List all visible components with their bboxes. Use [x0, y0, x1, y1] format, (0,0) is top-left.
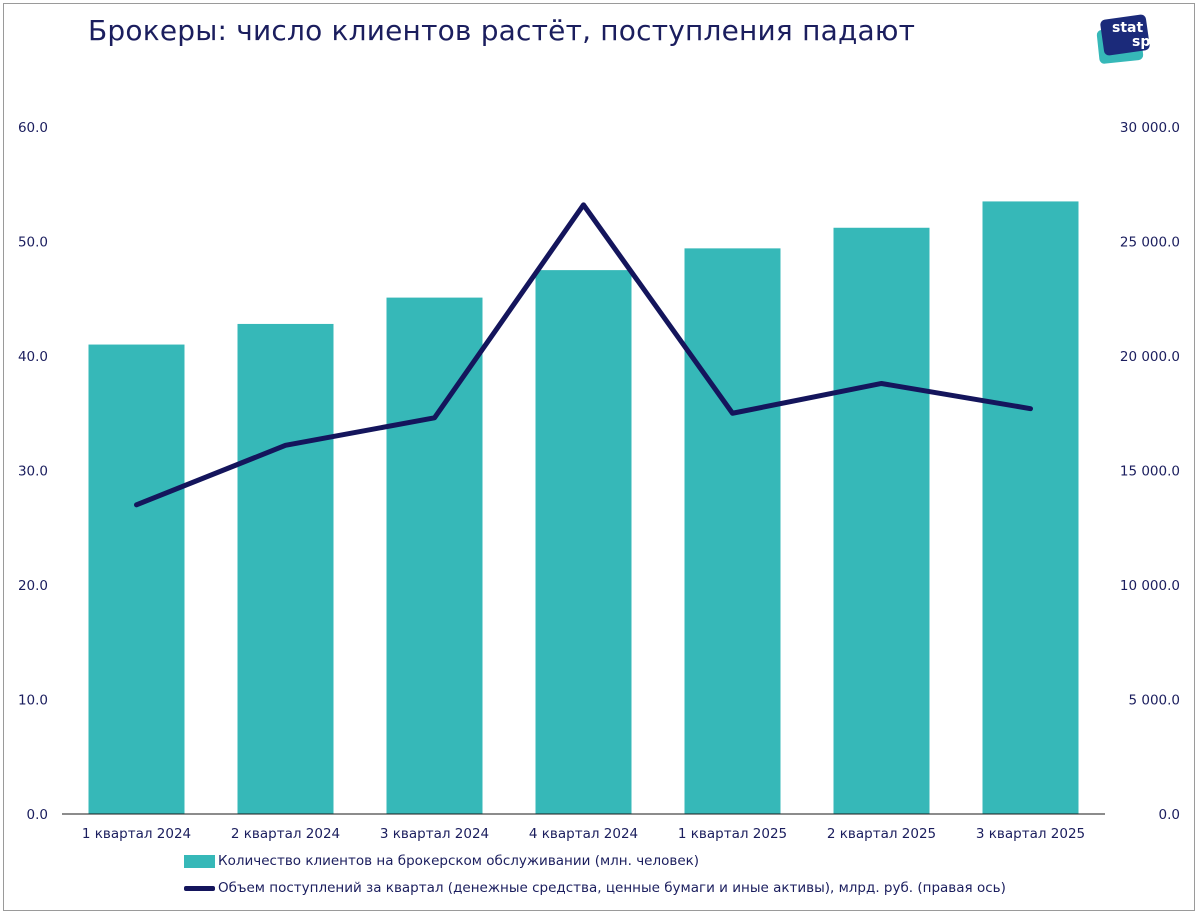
left-tick-label: 30.0: [18, 464, 48, 480]
right-tick-label: 20 000.0: [1120, 349, 1180, 365]
bar: [982, 201, 1079, 815]
left-tick-label: 10.0: [18, 693, 48, 709]
x-axis: 1 квартал 2024 2 квартал 2024 3 квартал 20…: [82, 826, 1085, 842]
bar-series: [88, 201, 1079, 815]
legend-bar-swatch: [184, 854, 215, 868]
legend-item-bars: Количество клиентов на брокерском обслуж…: [184, 853, 699, 869]
chart-title: Брокеры: число клиентов растёт, поступле…: [88, 14, 916, 47]
bar: [833, 227, 930, 814]
left-tick-label: 40.0: [18, 349, 48, 365]
line-series: [134, 202, 1033, 508]
left-tick-label: 50.0: [18, 235, 48, 251]
x-tick-label: 3 квартал 2025: [976, 826, 1085, 842]
left-tick-label: 60.0: [18, 120, 48, 136]
x-tick-label: 2 квартал 2024: [231, 826, 340, 842]
x-tick-label: 3 квартал 2024: [380, 826, 489, 842]
right-axis: 0.0 5 000.0 10 000.0 15 000.0 20 000.0 25 000…: [1120, 120, 1180, 823]
right-tick-label: 0.0: [1159, 807, 1180, 823]
right-tick-label: 10 000.0: [1120, 578, 1180, 594]
statspace-logo: stat space: [1094, 13, 1180, 65]
left-tick-label: 20.0: [18, 578, 48, 594]
x-tick-label: 1 квартал 2024: [82, 826, 191, 842]
logo-text-line1: stat: [1112, 20, 1144, 36]
x-tick-label: 4 квартал 2024: [529, 826, 638, 842]
x-tick-label: 1 квартал 2025: [678, 826, 787, 842]
right-tick-label: 5 000.0: [1128, 693, 1180, 709]
legend-line-label: Объем поступлений за квартал (денежные с…: [218, 880, 1006, 896]
bar: [88, 344, 185, 814]
left-tick-label: 0.0: [27, 807, 48, 823]
bar: [684, 248, 781, 814]
logo-text-line2: space: [1132, 34, 1178, 50]
legend-bar-label: Количество клиентов на брокерском обслуж…: [218, 853, 700, 869]
x-tick-label: 2 квартал 2025: [827, 826, 936, 842]
left-axis: 0.0 10.0 20.0 30.0 40.0 50.0 60.0: [18, 120, 48, 823]
bar: [237, 323, 334, 814]
chart-frame: [3, 3, 1195, 911]
right-tick-label: 25 000.0: [1120, 235, 1180, 251]
right-tick-label: 15 000.0: [1120, 464, 1180, 480]
bar: [386, 297, 483, 815]
right-tick-label: 30 000.0: [1120, 120, 1180, 136]
legend-item-line: Объем поступлений за квартал (денежные с…: [184, 880, 1006, 896]
bar: [535, 270, 632, 814]
legend-line-swatch: [184, 885, 215, 891]
